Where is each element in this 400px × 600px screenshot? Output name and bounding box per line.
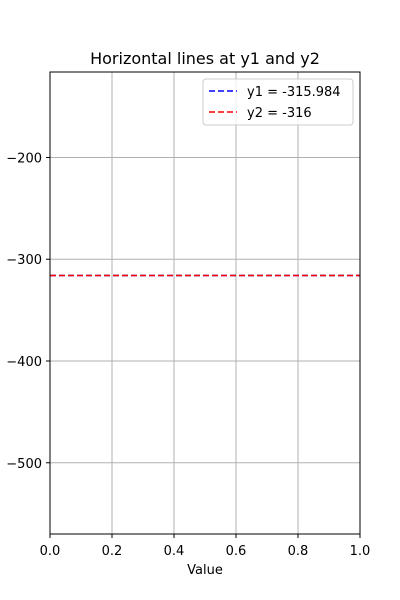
- legend-label: y2 = -316: [247, 106, 312, 121]
- legend: y1 = -315.984 y2 = -316: [202, 78, 354, 126]
- y-tick-label: −300: [6, 253, 42, 268]
- x-axis-ticks: 0.0 0.2 0.4 0.6 0.8 1.0: [40, 534, 371, 559]
- x-tick-label: 1.0: [350, 544, 371, 559]
- grid: [49, 72, 361, 534]
- x-axis-label: Value: [187, 563, 223, 578]
- x-tick-label: 0.4: [164, 544, 185, 559]
- x-tick-label: 0.0: [40, 544, 61, 559]
- x-tick-label: 0.8: [288, 544, 309, 559]
- y-tick-label: −400: [6, 355, 42, 370]
- y-tick-label: −200: [6, 151, 42, 166]
- x-tick-label: 0.2: [102, 544, 123, 559]
- x-tick-label: 0.6: [226, 544, 247, 559]
- legend-label: y1 = -315.984: [247, 85, 341, 100]
- legend-box: [202, 78, 354, 126]
- chart-title: Horizontal lines at y1 and y2: [90, 49, 320, 68]
- plot-frame: [49, 71, 361, 535]
- y-tick-label: −500: [6, 457, 42, 472]
- y-axis-ticks: −200 −300 −400 −500: [6, 151, 50, 472]
